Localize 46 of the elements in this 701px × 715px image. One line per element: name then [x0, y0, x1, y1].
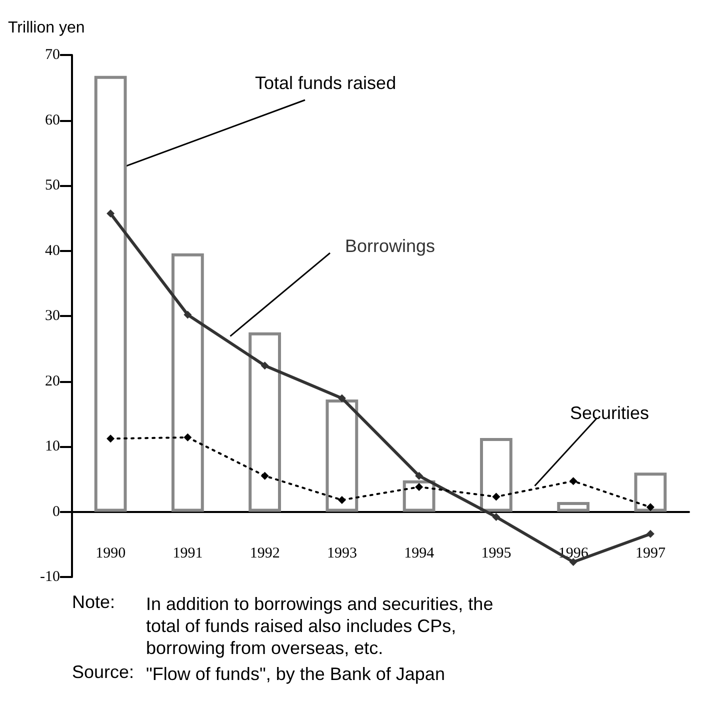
- y-axis-title: Trillion yen: [8, 20, 85, 36]
- point: [106, 210, 115, 218]
- point: [646, 530, 654, 538]
- text: Borrowings: [345, 236, 436, 256]
- bar: [402, 480, 436, 512]
- y-tick-label: 0: [52, 504, 60, 520]
- bar: [480, 438, 512, 512]
- source-note: Source: "Flow of funds", by the Bank of Japan: [72, 662, 445, 684]
- point: [569, 558, 578, 566]
- point: [492, 492, 500, 501]
- y-tick-label: 30: [45, 308, 60, 324]
- point: [106, 434, 115, 443]
- point: [338, 496, 346, 504]
- point: [338, 394, 346, 402]
- x-tick-label: 1990: [96, 545, 126, 562]
- y-tick-label: -10: [40, 569, 60, 585]
- point: [415, 472, 424, 480]
- point: [260, 472, 269, 480]
- text: Total funds raised: [255, 73, 396, 93]
- point: [569, 477, 578, 486]
- bar: [171, 253, 204, 512]
- point: [415, 482, 424, 491]
- bar: [557, 502, 590, 512]
- text: Note: In addition to borrowings and securities, the total of funds raised also includes CPs, borrowing from overseas, etc.: [72, 592, 494, 658]
- point: [646, 503, 654, 512]
- y-tick-label: 50: [45, 178, 60, 194]
- point: [184, 433, 192, 442]
- x-tick-label: 1991: [172, 545, 203, 562]
- y-tick-label: 20: [45, 373, 60, 390]
- y-tick-label: 60: [45, 112, 60, 128]
- x-tick-label: 1995: [481, 545, 512, 562]
- y-tick-label: 70: [45, 47, 60, 63]
- y-tick-label: 40: [45, 242, 60, 259]
- bar: [94, 76, 127, 512]
- x-tick-label: 1992: [250, 545, 280, 562]
- x-tick-label: 1997: [635, 545, 666, 562]
- bar: [326, 400, 358, 512]
- point: [260, 362, 269, 370]
- x-tick-label: 1994: [404, 545, 435, 562]
- bar: [248, 332, 282, 512]
- point: [184, 310, 192, 319]
- text: Securities: [570, 403, 650, 423]
- bar: [634, 472, 667, 512]
- point: [492, 512, 500, 521]
- x-tick-label: 1993: [326, 545, 357, 562]
- y-tick-label: 10: [45, 438, 60, 454]
